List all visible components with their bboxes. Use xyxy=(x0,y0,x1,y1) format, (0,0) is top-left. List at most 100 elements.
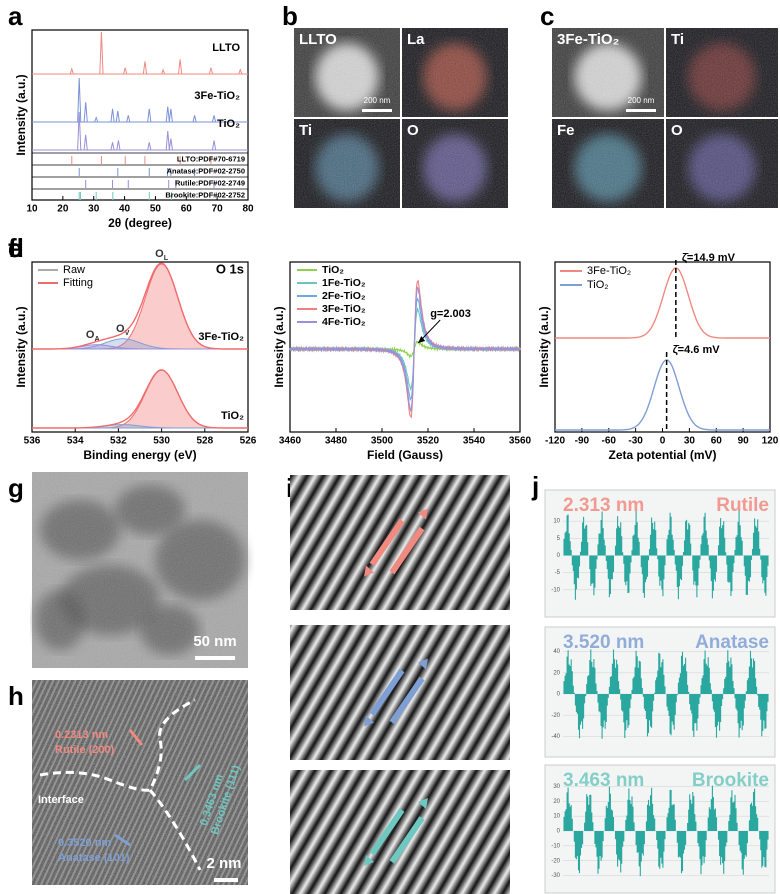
peak-label: OA xyxy=(86,329,100,343)
profile-signal xyxy=(563,785,769,877)
map-noise xyxy=(294,119,400,208)
legend-label: Fitting xyxy=(63,277,93,289)
xrd-peak xyxy=(165,106,170,123)
fringe-mark xyxy=(369,808,405,856)
xrd-peak xyxy=(110,108,115,123)
legend-label: 1Fe-TiO₂ xyxy=(322,277,366,289)
rutile-mark xyxy=(128,729,144,746)
spacing-label: 2.313 nm xyxy=(563,495,644,516)
map-noise xyxy=(552,28,664,117)
peak-label-sub: A xyxy=(94,335,99,343)
fringe-mark xyxy=(389,526,425,575)
x-tick-label: -60 xyxy=(602,436,617,447)
profile-signal xyxy=(563,649,769,739)
map-label: O xyxy=(407,122,419,139)
y-tick-label: -5 xyxy=(555,570,561,576)
peak-label: OV xyxy=(116,323,130,337)
xrd-peak xyxy=(77,77,82,123)
tem-noise xyxy=(32,472,248,668)
x-tick-label: -90 xyxy=(575,436,590,447)
xrd-peak xyxy=(126,115,131,123)
fringe-mark xyxy=(369,518,405,567)
y-tick-label: 0 xyxy=(557,553,561,559)
x-tick-label: 90 xyxy=(738,436,750,447)
epr-curve xyxy=(289,286,521,413)
scalebar xyxy=(626,109,656,112)
x-tick-label: 530 xyxy=(153,436,170,447)
map-noise xyxy=(552,119,664,208)
y-tick-label: -10 xyxy=(551,843,560,849)
peak-label-sub: L xyxy=(164,254,169,262)
y-axis-label: Intensity (a.u.) xyxy=(14,74,28,155)
x-tick-label: 0 xyxy=(660,436,666,447)
sample-label: TiO₂ xyxy=(221,410,244,422)
xrd-peak xyxy=(69,67,74,75)
xrd-peak xyxy=(142,61,148,75)
y-tick-label: -40 xyxy=(551,734,560,740)
legend-label: TiO₂ xyxy=(587,279,609,291)
y-tick-label: 10 xyxy=(553,814,560,820)
x-tick-label: 526 xyxy=(240,436,257,447)
xrd-peak xyxy=(77,111,82,151)
x-tick-label: -30 xyxy=(628,436,643,447)
arrow-head xyxy=(364,715,374,727)
reference-label: Brookite:PDF#02-2752 xyxy=(165,190,245,199)
arrow-head xyxy=(364,565,374,577)
map-noise xyxy=(402,119,508,208)
x-tick-label: 3560 xyxy=(509,436,532,447)
xrd-peak xyxy=(123,67,128,75)
arrow-head xyxy=(418,336,426,343)
panel-letter: e xyxy=(8,233,22,263)
panel-letter: h xyxy=(8,681,24,711)
y-tick-label: 5 xyxy=(557,536,561,542)
reference-label: Anatase:PDF#02-2750 xyxy=(167,166,245,175)
panel-letter: j xyxy=(531,471,539,501)
peak-label-main: O xyxy=(116,323,125,335)
scalebar-label: 50 nm xyxy=(193,633,236,650)
map-noise xyxy=(666,119,778,208)
fit-component xyxy=(32,369,248,429)
x-tick-label: 70 xyxy=(212,204,224,215)
xrd-peak xyxy=(99,31,104,75)
x-tick-label: 3540 xyxy=(463,436,486,447)
y-tick-label: 20 xyxy=(553,670,560,676)
xrd-peak xyxy=(168,108,173,123)
y-axis-label: Intensity (a.u.) xyxy=(272,306,286,387)
xrd-peak xyxy=(110,142,115,151)
map-label: Ti xyxy=(671,31,684,48)
arrow-head xyxy=(418,798,428,809)
hrtem-noise xyxy=(32,680,248,885)
x-axis-label: Zeta potential (mV) xyxy=(608,448,716,462)
phase-label: Brookite xyxy=(692,770,769,791)
interface-line xyxy=(39,698,202,871)
xrd-peak xyxy=(161,68,166,75)
annotation: ζ̄=4.6 mV xyxy=(673,344,721,356)
fringe-image xyxy=(290,625,510,760)
y-tick-label: 20 xyxy=(553,799,560,805)
y-axis-label: Intensity (a.u.) xyxy=(537,306,551,387)
panel-letter: g xyxy=(8,473,24,503)
xrd-peak xyxy=(83,102,88,123)
panel-letter: a xyxy=(8,1,23,31)
spacing-label: 3.463 nm xyxy=(563,770,644,791)
xrd-peak xyxy=(147,108,152,123)
xrd-peak xyxy=(238,68,243,75)
map-label: O xyxy=(671,122,683,139)
xrd-peak xyxy=(208,67,214,75)
profile-signal xyxy=(563,510,769,600)
x-tick-label: 120 xyxy=(762,436,779,447)
peak-label-main: O xyxy=(86,329,95,341)
legend-label: 2Fe-TiO₂ xyxy=(322,290,366,302)
reference-label: Rutile:PDF#02-2749 xyxy=(175,178,245,187)
xrd-peak xyxy=(94,116,99,123)
phase-label: Anatase xyxy=(695,632,769,653)
panel-letter: d xyxy=(8,233,24,263)
x-tick-label: 30 xyxy=(88,204,100,215)
fit-envelope xyxy=(32,262,248,350)
plot-frame xyxy=(31,29,249,201)
x-tick-label: 3480 xyxy=(325,436,348,447)
x-tick-label: 40 xyxy=(119,204,131,215)
x-tick-label: 10 xyxy=(26,204,38,215)
xrd-peak xyxy=(211,140,217,151)
